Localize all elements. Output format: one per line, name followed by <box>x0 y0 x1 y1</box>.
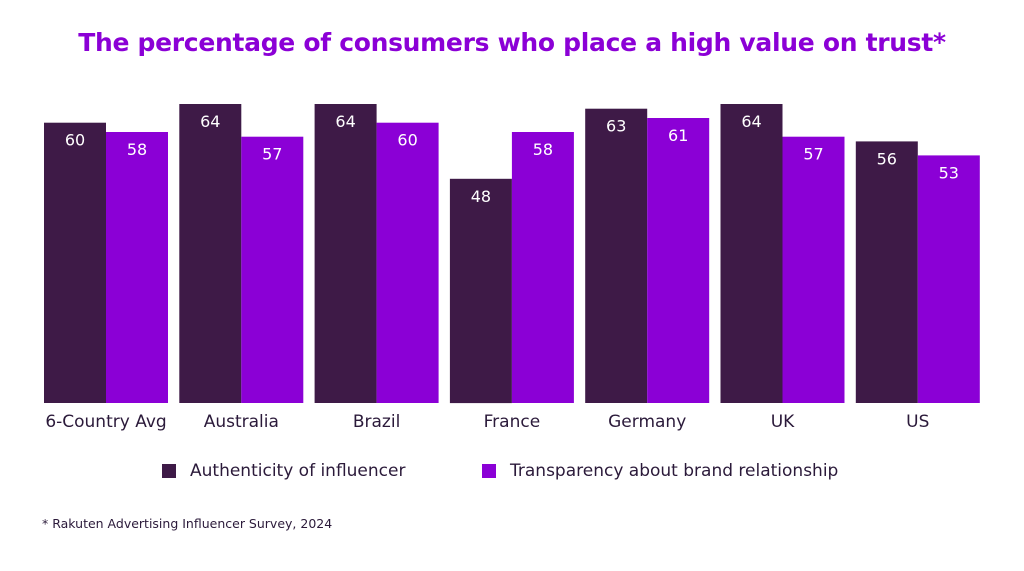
data-label-6-country-avg-series-1: 60 <box>65 131 85 150</box>
legend-item-authenticity: Authenticity of influencer <box>162 461 405 481</box>
legend-item-transparency: Transparency about brand relationship <box>482 461 838 481</box>
category-label-australia: Australia <box>204 412 279 432</box>
data-label-germany-series-2: 61 <box>668 126 688 145</box>
bar-brazil-series-1 <box>314 104 377 403</box>
data-label-brazil-series-1: 64 <box>335 112 355 131</box>
category-label-germany: Germany <box>608 412 686 432</box>
bar-uk-series-1 <box>720 104 783 403</box>
bar-germany-series-1 <box>585 108 648 403</box>
bar-brazil-series-2 <box>376 122 439 403</box>
category-label-brazil: Brazil <box>353 412 400 432</box>
data-label-brazil-series-2: 60 <box>397 131 417 150</box>
data-label-us-series-2: 53 <box>939 163 959 182</box>
data-label-france-series-1: 48 <box>471 187 491 206</box>
chart-legend: Authenticity of influencer Transparency … <box>0 461 1024 485</box>
data-label-australia-series-2: 57 <box>262 145 282 164</box>
bar-6-country-avg-series-1 <box>44 122 106 403</box>
legend-swatch-transparency <box>482 464 496 478</box>
data-label-uk-series-1: 64 <box>741 112 761 131</box>
legend-swatch-authenticity <box>162 464 176 478</box>
bar-australia-series-1 <box>179 104 242 403</box>
category-label-us: US <box>906 412 929 432</box>
data-label-us-series-1: 56 <box>877 149 897 168</box>
legend-label-transparency: Transparency about brand relationship <box>510 461 839 481</box>
bar-germany-series-2 <box>647 118 710 403</box>
bar-australia-series-2 <box>241 136 304 403</box>
footnote: * Rakuten Advertising Influencer Survey,… <box>42 516 333 531</box>
bar-us-series-2 <box>917 155 980 403</box>
data-label-6-country-avg-series-2: 58 <box>127 140 147 159</box>
bar-us-series-1 <box>855 141 918 403</box>
category-label-6-country-avg: 6-Country Avg <box>45 412 166 432</box>
data-label-germany-series-1: 63 <box>606 117 626 136</box>
data-label-france-series-2: 58 <box>533 140 553 159</box>
bar-france-series-2 <box>511 132 574 403</box>
category-label-uk: UK <box>771 412 795 432</box>
category-label-france: France <box>484 412 541 432</box>
bar-6-country-avg-series-2 <box>106 132 168 403</box>
chart-title: The percentage of consumers who place a … <box>78 28 946 57</box>
legend-label-authenticity: Authenticity of influencer <box>190 461 406 481</box>
data-label-australia-series-1: 64 <box>200 112 220 131</box>
bar-france-series-1 <box>449 178 512 404</box>
data-label-uk-series-2: 57 <box>803 145 823 164</box>
bar-uk-series-2 <box>782 136 845 403</box>
